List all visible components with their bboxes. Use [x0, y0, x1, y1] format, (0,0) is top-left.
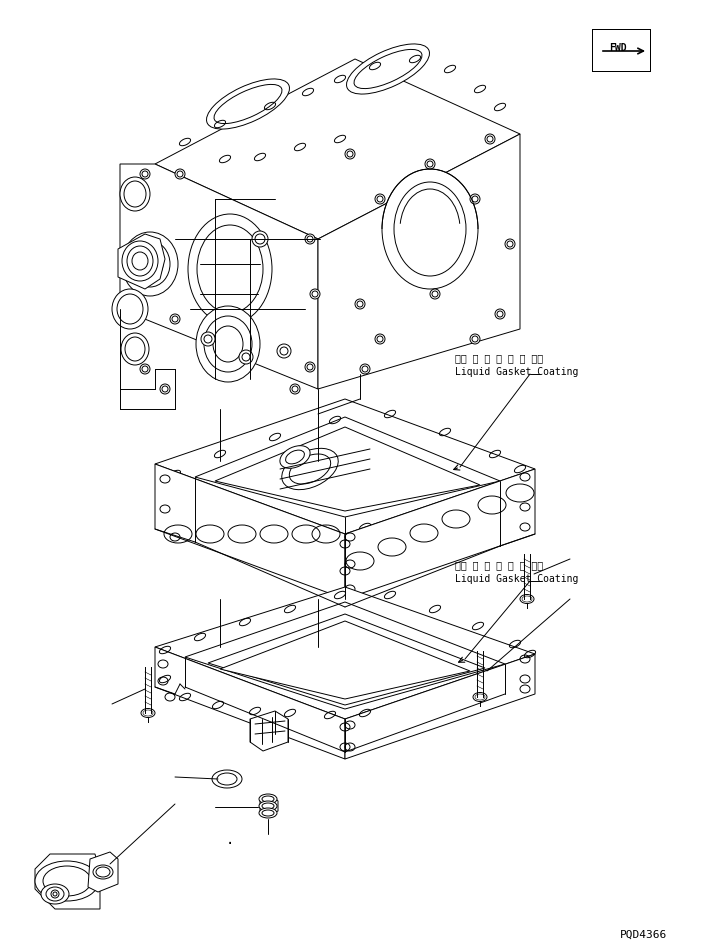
Ellipse shape [375, 334, 385, 345]
Ellipse shape [305, 362, 315, 373]
Ellipse shape [41, 885, 69, 904]
Ellipse shape [470, 334, 480, 345]
Ellipse shape [277, 345, 291, 359]
Text: 液状 ガ ス ケ ッ ト 塗布: 液状 ガ ス ケ ッ ト 塗布 [455, 560, 543, 569]
Ellipse shape [259, 801, 277, 811]
Ellipse shape [122, 242, 158, 281]
Ellipse shape [345, 150, 355, 160]
Ellipse shape [120, 177, 150, 211]
Text: .: . [226, 832, 234, 846]
Polygon shape [345, 654, 535, 759]
Polygon shape [155, 587, 535, 719]
Ellipse shape [375, 194, 385, 205]
Ellipse shape [175, 170, 185, 179]
Polygon shape [220, 621, 470, 700]
Ellipse shape [290, 384, 300, 395]
Ellipse shape [239, 350, 253, 364]
Ellipse shape [51, 890, 59, 898]
Ellipse shape [382, 170, 478, 290]
Polygon shape [318, 135, 520, 390]
Polygon shape [250, 711, 288, 751]
Text: 液状 ガ ス ケ ッ ト 塗布: 液状 ガ ス ケ ッ ト 塗布 [455, 353, 543, 362]
Polygon shape [260, 796, 278, 818]
Text: FWD: FWD [609, 43, 627, 53]
Ellipse shape [122, 233, 178, 296]
Ellipse shape [473, 693, 487, 701]
Polygon shape [118, 235, 165, 290]
Polygon shape [120, 165, 318, 390]
Ellipse shape [522, 597, 532, 602]
Ellipse shape [206, 80, 290, 130]
Polygon shape [195, 417, 500, 517]
Polygon shape [35, 854, 100, 909]
Polygon shape [215, 428, 480, 512]
Ellipse shape [280, 447, 310, 469]
Ellipse shape [310, 290, 320, 299]
Ellipse shape [188, 215, 272, 325]
Ellipse shape [93, 865, 113, 879]
Polygon shape [155, 648, 345, 759]
Polygon shape [345, 469, 535, 599]
Ellipse shape [259, 794, 277, 804]
Polygon shape [155, 59, 520, 240]
Ellipse shape [430, 290, 440, 299]
Polygon shape [208, 615, 485, 705]
Text: Liquid Gasket Coating: Liquid Gasket Coating [455, 366, 579, 377]
Ellipse shape [425, 160, 435, 170]
Ellipse shape [495, 310, 505, 320]
Ellipse shape [112, 290, 148, 329]
Polygon shape [88, 852, 118, 892]
Ellipse shape [160, 384, 170, 395]
Polygon shape [155, 464, 345, 599]
Ellipse shape [305, 235, 315, 244]
Ellipse shape [252, 232, 268, 247]
Ellipse shape [212, 770, 242, 788]
Ellipse shape [35, 861, 99, 901]
Ellipse shape [346, 45, 430, 95]
Ellipse shape [170, 314, 180, 325]
Polygon shape [155, 399, 535, 534]
Ellipse shape [475, 694, 485, 700]
Ellipse shape [520, 595, 534, 604]
Ellipse shape [505, 240, 515, 250]
Ellipse shape [140, 364, 150, 375]
Text: Liquid Gasket Coating: Liquid Gasket Coating [455, 573, 579, 583]
Ellipse shape [201, 332, 215, 346]
Ellipse shape [143, 710, 153, 716]
Ellipse shape [485, 135, 495, 144]
Ellipse shape [259, 808, 277, 818]
Ellipse shape [282, 448, 338, 490]
Polygon shape [592, 30, 650, 72]
Polygon shape [185, 602, 505, 709]
Ellipse shape [121, 333, 149, 365]
Ellipse shape [360, 364, 370, 375]
Ellipse shape [355, 299, 365, 310]
Ellipse shape [140, 170, 150, 179]
Ellipse shape [141, 709, 155, 717]
Ellipse shape [470, 194, 480, 205]
Text: PQD4366: PQD4366 [620, 929, 667, 939]
Ellipse shape [196, 307, 260, 382]
